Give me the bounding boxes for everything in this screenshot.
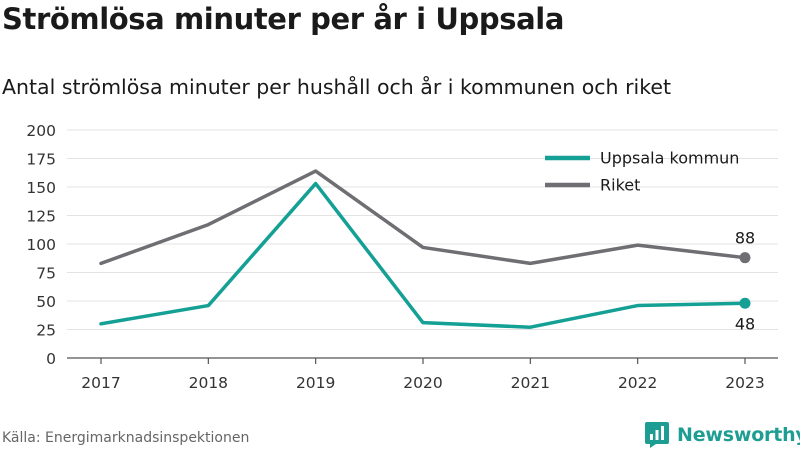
x-tick-label: 2022 [618, 374, 657, 392]
x-tick-label: 2019 [296, 374, 335, 392]
y-tick-label: 75 [36, 265, 56, 283]
source-note: Källa: Energimarknadsinspektionen [2, 430, 250, 446]
series-end-point [739, 297, 751, 309]
y-tick-label: 25 [36, 322, 56, 340]
chart-subtitle: Antal strömlösa minuter per hushåll och … [2, 75, 671, 99]
data-label: 88 [735, 229, 755, 248]
x-tick-label: 2021 [511, 374, 550, 392]
series-end-point [739, 252, 751, 264]
series-uppsala-kommun: 48 [99, 181, 755, 333]
brand-logo[interactable]: Newsworthy [644, 420, 800, 450]
y-tick-label: 100 [26, 236, 56, 254]
series-riket: 88 [99, 169, 755, 266]
y-tick-label: 200 [26, 122, 56, 140]
legend-label: Uppsala kommun [600, 149, 739, 168]
series-line [99, 169, 747, 266]
y-tick-label: 0 [46, 350, 56, 368]
data-label: 48 [735, 314, 755, 333]
series-lines: 88 48 [99, 169, 755, 333]
y-tick-label: 50 [36, 293, 56, 311]
x-axis: 2017 2018 2019 2020 2021 2022 2023 [81, 358, 765, 392]
y-axis-tick-labels: 0 25 50 75 100 125 150 175 200 [26, 122, 56, 368]
newsworthy-logo-icon [645, 422, 669, 448]
x-tick-label: 2020 [403, 374, 442, 392]
x-tick-label: 2023 [725, 374, 764, 392]
x-tick-label: 2018 [189, 374, 228, 392]
legend-label: Riket [600, 176, 640, 195]
y-tick-label: 150 [26, 179, 56, 197]
chart-title: Strömlösa minuter per år i Uppsala [2, 2, 564, 36]
series-line [99, 181, 747, 329]
y-tick-label: 125 [26, 208, 56, 226]
gridlines [67, 129, 778, 330]
x-tick-label: 2017 [81, 374, 120, 392]
y-tick-label: 175 [26, 151, 56, 169]
legend: Uppsala kommun Riket [545, 149, 739, 195]
brand-name: Newsworthy [677, 424, 800, 446]
